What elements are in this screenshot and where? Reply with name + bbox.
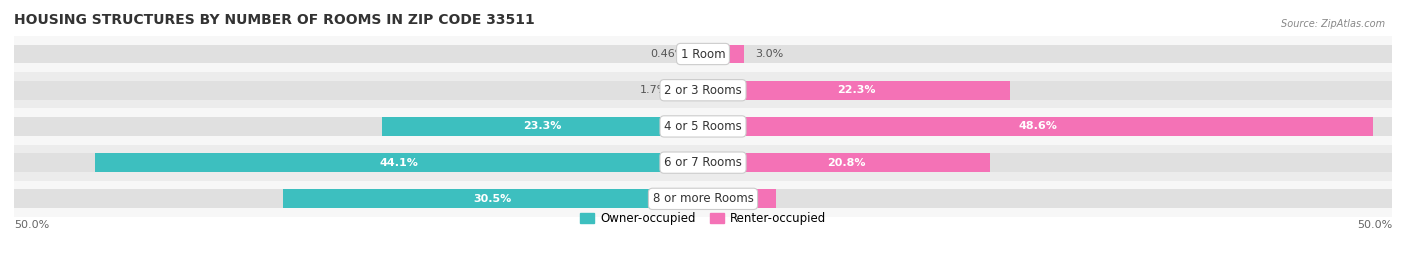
Text: 50.0%: 50.0% <box>1357 220 1392 230</box>
Text: 2 or 3 Rooms: 2 or 3 Rooms <box>664 84 742 97</box>
Bar <box>96 153 703 172</box>
Bar <box>14 36 1392 72</box>
Bar <box>703 45 744 63</box>
Text: 6 or 7 Rooms: 6 or 7 Rooms <box>664 156 742 169</box>
Bar <box>283 189 703 208</box>
Text: 30.5%: 30.5% <box>474 194 512 204</box>
Text: 4 or 5 Rooms: 4 or 5 Rooms <box>664 120 742 133</box>
Bar <box>382 117 703 136</box>
Bar <box>14 153 1392 172</box>
Text: 23.3%: 23.3% <box>523 121 561 132</box>
Text: 44.1%: 44.1% <box>380 158 419 168</box>
Text: 5.3%: 5.3% <box>724 194 755 204</box>
Bar <box>703 153 990 172</box>
Bar <box>14 144 1392 181</box>
Bar <box>14 72 1392 108</box>
Bar <box>14 81 1392 100</box>
Text: 48.6%: 48.6% <box>1018 121 1057 132</box>
Text: Source: ZipAtlas.com: Source: ZipAtlas.com <box>1281 19 1385 29</box>
Bar <box>14 181 1392 217</box>
Bar <box>703 189 776 208</box>
Text: 1 Room: 1 Room <box>681 48 725 61</box>
Text: HOUSING STRUCTURES BY NUMBER OF ROOMS IN ZIP CODE 33511: HOUSING STRUCTURES BY NUMBER OF ROOMS IN… <box>14 13 534 27</box>
Bar <box>14 189 1392 208</box>
Bar <box>14 45 1392 63</box>
Bar <box>696 45 703 63</box>
Bar <box>703 81 1011 100</box>
Text: 50.0%: 50.0% <box>14 220 49 230</box>
Text: 1.7%: 1.7% <box>640 85 669 95</box>
Bar <box>14 117 1392 136</box>
Bar <box>14 108 1392 144</box>
Text: 3.0%: 3.0% <box>755 49 783 59</box>
Text: 8 or more Rooms: 8 or more Rooms <box>652 192 754 205</box>
Text: 22.3%: 22.3% <box>838 85 876 95</box>
Bar <box>679 81 703 100</box>
Bar <box>703 117 1372 136</box>
Text: 0.46%: 0.46% <box>650 49 686 59</box>
Legend: Owner-occupied, Renter-occupied: Owner-occupied, Renter-occupied <box>575 207 831 230</box>
Text: 20.8%: 20.8% <box>827 158 866 168</box>
